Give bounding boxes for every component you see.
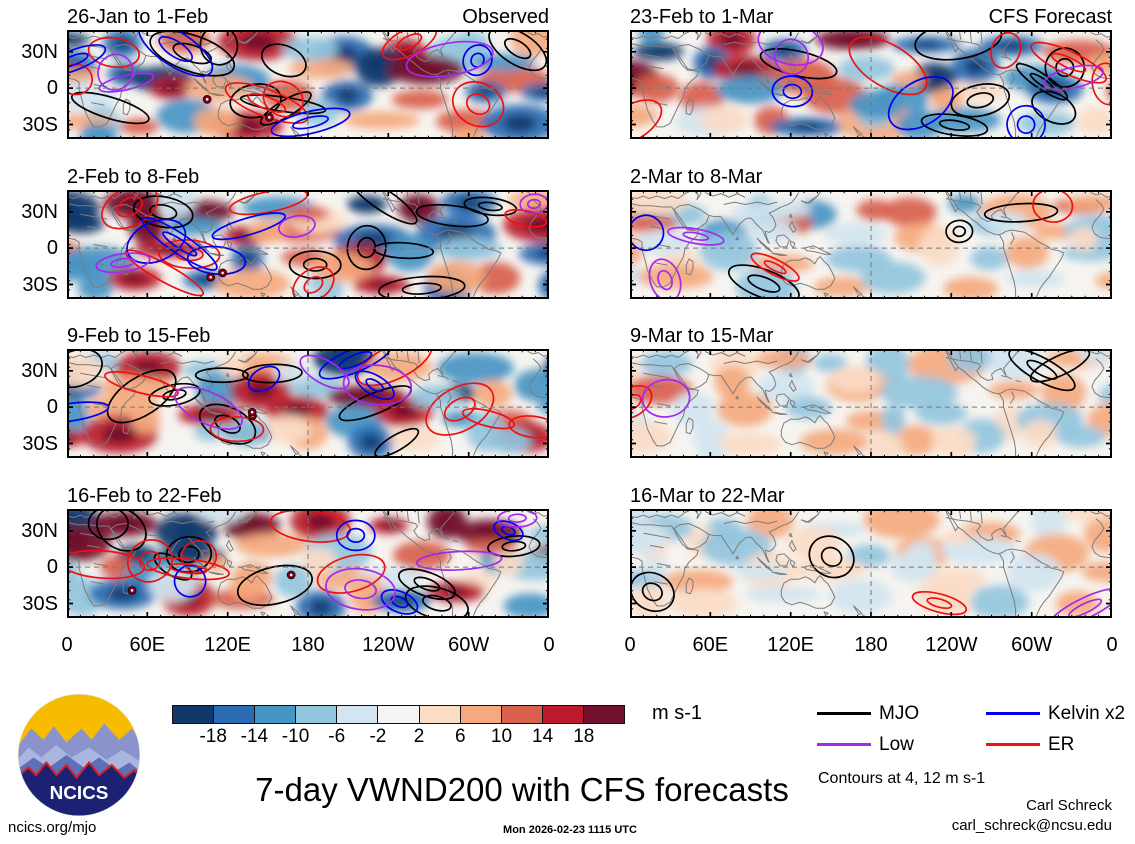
panel-date-label: 9-Mar to 15-Mar <box>630 325 774 347</box>
panel-date-label: 16-Feb to 22-Feb <box>67 485 222 507</box>
map-field <box>67 509 549 618</box>
legend-label: MJO <box>879 703 920 724</box>
y-axis-tick-label: 30S <box>22 592 58 615</box>
x-axis-tick-label: 0 <box>624 634 636 656</box>
colorbar-segment <box>213 706 255 723</box>
credit-email: carl_schreck@ncsu.edu <box>951 817 1112 834</box>
colorbar-units-label: m s-1 <box>652 702 702 724</box>
credit-name: Carl Schreck <box>1026 797 1112 814</box>
map-field <box>630 349 1112 458</box>
legend-label: Kelvin x2 <box>1048 703 1126 724</box>
x-axis-tick-label: 60W <box>448 634 490 656</box>
map-field <box>67 349 549 458</box>
legend-line-mjo <box>817 712 871 715</box>
x-axis-tick-label: 180 <box>854 634 888 656</box>
y-axis-tick-label: 30S <box>22 273 58 296</box>
colorbar-tick-value: -14 <box>240 726 269 747</box>
panel-corner-label: Observed <box>462 6 549 28</box>
legend-line-low <box>817 743 871 746</box>
y-axis-tick-label: 30S <box>22 113 58 136</box>
y-axis-tick-label: 30N <box>21 40 58 63</box>
colorbar-segment <box>377 706 419 723</box>
legend-label: ER <box>1048 734 1075 755</box>
x-axis-tick-label: 120E <box>204 634 252 656</box>
colorbar-tick-value: 18 <box>573 726 595 747</box>
x-axis-tick-label: 0 <box>61 634 73 656</box>
map-panel-obs-week1: 26-Jan to 1-Feb Observed <box>67 3 549 141</box>
colorbar-segment <box>295 706 337 723</box>
panel-date-label: 9-Feb to 15-Feb <box>67 325 211 347</box>
map-panel-obs-week3: 9-Feb to 15-Feb <box>67 322 549 460</box>
timestamp: Mon 2026-02-23 1115 UTC <box>503 824 637 836</box>
colorbar-segment <box>254 706 296 723</box>
legend-line-er <box>986 743 1040 746</box>
colorbar-tick-value: -2 <box>369 726 387 747</box>
map-panel-fcst-week1: 23-Feb to 1-Mar CFS Forecast <box>630 3 1112 141</box>
colorbar-tick-value: -18 <box>199 726 227 747</box>
site-link: ncics.org/mjo <box>8 819 97 836</box>
y-axis-tick-label: 0 <box>46 77 58 100</box>
y-axis-tick-label: 30N <box>21 200 58 223</box>
y-axis-tick-label: 0 <box>46 237 58 260</box>
colorbar-tick-value: 6 <box>454 726 466 747</box>
panel-date-label: 26-Jan to 1-Feb <box>67 6 209 28</box>
x-axis-tick-label: 120W <box>362 634 415 656</box>
map-panel-fcst-week3: 9-Mar to 15-Mar <box>630 322 1112 460</box>
ncics-logo: NCICS <box>17 693 141 817</box>
figure-title: 7-day VWND200 with CFS forecasts <box>255 771 789 808</box>
x-axis-tick-label: 60E <box>692 634 729 656</box>
panel-date-label: 23-Feb to 1-Mar <box>630 6 774 28</box>
colorbar-segment <box>500 706 542 723</box>
x-axis-tick-label: 60W <box>1011 634 1053 656</box>
map-field <box>630 509 1112 618</box>
map-field <box>630 190 1112 299</box>
y-axis-tick-label: 30N <box>21 519 58 542</box>
x-axis-tick-label: 0 <box>543 634 555 656</box>
map-field <box>630 30 1112 139</box>
legend-label: Low <box>879 734 914 755</box>
y-axis-tick-label: 0 <box>46 396 58 419</box>
x-axis-tick-label: 120W <box>925 634 978 656</box>
map-panel-obs-week2: 2-Feb to 8-Feb <box>67 163 549 301</box>
x-axis-tick-label: 60E <box>129 634 166 656</box>
y-axis-tick-label: 0 <box>46 556 58 579</box>
legend-line-kelvin-x2 <box>986 712 1040 715</box>
colorbar <box>172 705 625 724</box>
x-axis-tick-label: 120E <box>767 634 815 656</box>
colorbar-tick-labels: -18 -14 -10 -6 -2 2 6 10 14 18 <box>172 726 625 750</box>
map-field <box>67 30 549 139</box>
panel-corner-label: CFS Forecast <box>988 6 1112 28</box>
x-axis-tick-label: 180 <box>291 634 325 656</box>
colorbar-tick-value: 10 <box>490 726 513 747</box>
colorbar-tick-value: -6 <box>328 726 346 747</box>
colorbar-tick-value: 2 <box>413 726 425 747</box>
x-axis-tick-label: 0 <box>1106 634 1118 656</box>
colorbar-segment <box>541 706 583 723</box>
map-field <box>67 190 549 299</box>
logo-text: NCICS <box>50 783 109 804</box>
colorbar-segment <box>336 706 378 723</box>
y-axis-tick-label: 30S <box>22 432 58 455</box>
colorbar-segment <box>418 706 460 723</box>
colorbar-tick-value: -10 <box>281 726 310 747</box>
contour-note: Contours at 4, 12 m s-1 <box>818 770 986 787</box>
panel-date-label: 2-Mar to 8-Mar <box>630 166 763 188</box>
colorbar-segment <box>582 706 625 723</box>
panel-date-label: 16-Mar to 22-Mar <box>630 485 785 507</box>
map-panel-fcst-week2: 2-Mar to 8-Mar <box>630 163 1112 301</box>
map-panel-obs-week4: 16-Feb to 22-Feb <box>67 482 549 620</box>
panel-date-label: 2-Feb to 8-Feb <box>67 166 200 188</box>
map-panel-fcst-week4: 16-Mar to 22-Mar <box>630 482 1112 620</box>
colorbar-tick-value: 14 <box>532 726 554 747</box>
colorbar-segment <box>173 706 214 723</box>
colorbar-segment <box>459 706 501 723</box>
y-axis-tick-label: 30N <box>21 359 58 382</box>
